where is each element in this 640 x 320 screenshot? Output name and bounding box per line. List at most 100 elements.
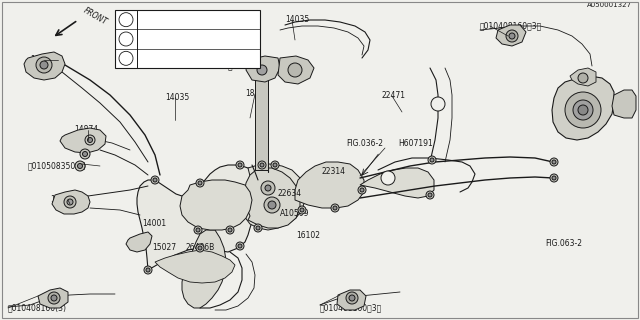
Text: 22471: 22471: [382, 92, 406, 100]
Text: 15027: 15027: [152, 244, 176, 252]
Text: A10509: A10509: [280, 210, 310, 219]
Circle shape: [298, 206, 306, 214]
Circle shape: [430, 158, 434, 162]
Text: 16102: 16102: [296, 231, 320, 241]
Circle shape: [146, 268, 150, 272]
Circle shape: [228, 228, 232, 232]
Text: A050001327: A050001327: [587, 2, 632, 8]
Circle shape: [238, 163, 242, 167]
Circle shape: [48, 292, 60, 304]
Circle shape: [431, 97, 445, 111]
Circle shape: [83, 151, 88, 156]
Polygon shape: [278, 56, 314, 84]
Circle shape: [426, 191, 434, 199]
Circle shape: [381, 171, 395, 185]
Polygon shape: [255, 60, 268, 170]
Circle shape: [261, 181, 275, 195]
Circle shape: [288, 63, 302, 77]
Circle shape: [198, 246, 202, 250]
Circle shape: [552, 160, 556, 164]
Circle shape: [196, 179, 204, 187]
Text: Ⓑ010406200(2 ): Ⓑ010406200(2 ): [141, 36, 200, 42]
Circle shape: [254, 224, 262, 232]
Circle shape: [333, 206, 337, 210]
Circle shape: [226, 226, 234, 234]
Text: 16632: 16632: [30, 55, 54, 65]
Circle shape: [196, 244, 204, 252]
Text: 3: 3: [124, 55, 128, 61]
Text: Ⓑ010508350(4): Ⓑ010508350(4): [28, 162, 87, 171]
Text: 14001: 14001: [142, 220, 166, 228]
Text: 22634: 22634: [278, 189, 302, 198]
Circle shape: [271, 161, 279, 169]
Text: 1: 1: [124, 17, 128, 23]
Polygon shape: [570, 68, 596, 86]
Text: Ⓑ010408160(3): Ⓑ010408160(3): [8, 303, 67, 313]
Text: 1: 1: [436, 101, 440, 107]
Circle shape: [75, 161, 85, 171]
Circle shape: [258, 161, 266, 169]
Polygon shape: [60, 128, 106, 153]
Circle shape: [264, 197, 280, 213]
Text: FIG.036-2: FIG.036-2: [346, 140, 383, 148]
Text: Ⓑ010508350(4): Ⓑ010508350(4): [228, 61, 287, 70]
Text: 18154: 18154: [245, 90, 269, 99]
Circle shape: [565, 92, 601, 128]
Polygon shape: [244, 168, 300, 228]
Polygon shape: [126, 232, 152, 252]
Text: 22314: 22314: [322, 167, 346, 177]
Polygon shape: [38, 288, 68, 308]
Circle shape: [257, 65, 267, 75]
Text: 14171: 14171: [50, 196, 74, 204]
Circle shape: [88, 138, 93, 142]
Circle shape: [252, 60, 272, 80]
Circle shape: [273, 163, 277, 167]
Polygon shape: [242, 164, 305, 230]
Circle shape: [119, 13, 133, 27]
Text: 14035: 14035: [165, 92, 189, 101]
Circle shape: [194, 226, 202, 234]
Circle shape: [238, 244, 242, 248]
Text: A50635: A50635: [212, 39, 242, 49]
Circle shape: [265, 185, 271, 191]
Polygon shape: [52, 190, 90, 214]
Circle shape: [550, 174, 558, 182]
Bar: [115, 10, 260, 68]
Polygon shape: [496, 25, 526, 46]
Text: 1: 1: [386, 175, 390, 181]
Text: 092313102(2): 092313102(2): [141, 16, 193, 23]
Circle shape: [236, 161, 244, 169]
Circle shape: [260, 163, 264, 167]
Polygon shape: [246, 56, 280, 82]
Circle shape: [428, 193, 432, 197]
Circle shape: [64, 196, 76, 208]
Text: Ⓑ010408160（3）: Ⓑ010408160（3）: [480, 21, 542, 30]
Circle shape: [578, 73, 588, 83]
Circle shape: [550, 158, 558, 166]
Circle shape: [196, 228, 200, 232]
Circle shape: [360, 188, 364, 192]
Circle shape: [349, 295, 355, 301]
Circle shape: [573, 100, 593, 120]
Polygon shape: [337, 290, 366, 310]
Circle shape: [80, 149, 90, 159]
Circle shape: [67, 199, 73, 205]
Circle shape: [300, 208, 304, 212]
Polygon shape: [137, 165, 280, 270]
Circle shape: [77, 164, 83, 169]
Circle shape: [119, 51, 133, 65]
Circle shape: [358, 186, 366, 194]
Circle shape: [428, 156, 436, 164]
Polygon shape: [295, 162, 364, 208]
Circle shape: [578, 105, 588, 115]
Polygon shape: [155, 250, 235, 283]
Circle shape: [256, 226, 260, 230]
Text: 14035: 14035: [285, 15, 309, 25]
Circle shape: [144, 266, 152, 274]
Circle shape: [151, 176, 159, 184]
Text: Ⓑ010406160(2 ): Ⓑ010406160(2 ): [141, 55, 200, 62]
Circle shape: [85, 135, 95, 145]
Circle shape: [509, 33, 515, 39]
Circle shape: [506, 30, 518, 42]
Circle shape: [153, 178, 157, 182]
